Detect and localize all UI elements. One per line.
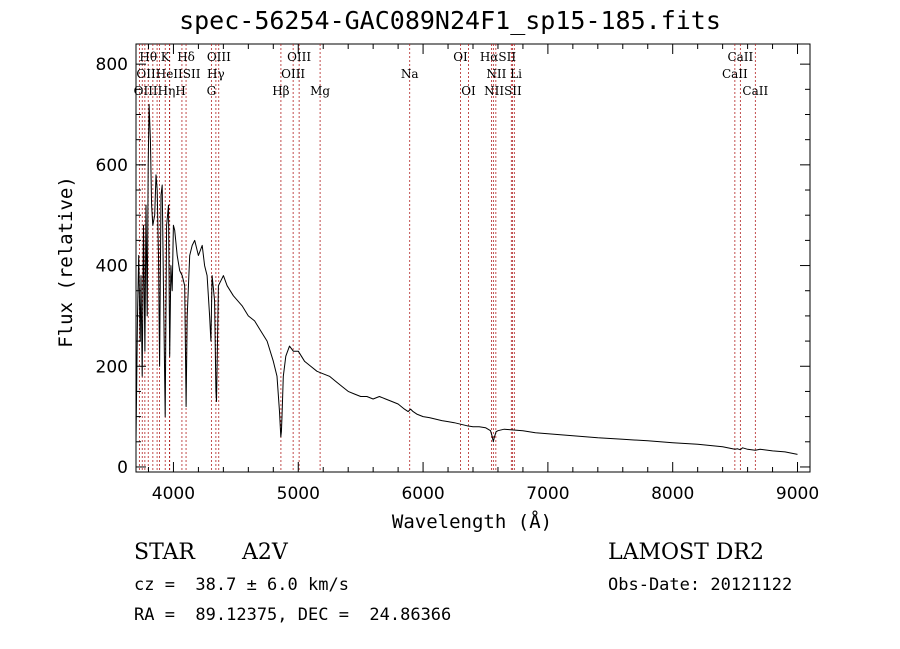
line-label: OIII bbox=[287, 50, 311, 64]
y-axis-ticks: 0 200 400 600 800 bbox=[96, 55, 810, 478]
subclass: A2V bbox=[242, 540, 288, 565]
line-label: Hβ bbox=[272, 84, 289, 98]
line-label: K bbox=[161, 50, 171, 64]
line-label: Hδ bbox=[177, 50, 195, 64]
x-tick-label: 9000 bbox=[776, 484, 819, 504]
redshift-value: cz = 38.7 ± 6.0 km/s bbox=[134, 575, 349, 595]
line-label: OIII bbox=[281, 67, 305, 81]
line-label: NII Li bbox=[486, 67, 522, 81]
line-label: OIIHeIISII bbox=[136, 67, 200, 81]
line-label: OI bbox=[453, 50, 468, 64]
x-tick-label: 8000 bbox=[651, 484, 694, 504]
line-label: OI bbox=[461, 84, 476, 98]
line-label: Mg bbox=[310, 84, 330, 98]
y-tick-label: 200 bbox=[96, 357, 128, 377]
line-label: HαSII bbox=[480, 50, 517, 64]
line-label: NIISII bbox=[484, 84, 522, 98]
x-tick-label: 7000 bbox=[526, 484, 569, 504]
x-tick-label: 6000 bbox=[401, 484, 444, 504]
spectrum-series bbox=[135, 103, 798, 455]
line-markers bbox=[138, 44, 756, 472]
coordinates: RA = 89.12375, DEC = 24.86366 bbox=[134, 605, 452, 625]
y-tick-label: 600 bbox=[96, 156, 128, 176]
x-axis-ticks: 4000 5000 6000 7000 8000 9000 bbox=[147, 44, 819, 504]
chart-title: spec-56254-GAC089N24F1_sp15-185.fits bbox=[179, 6, 721, 35]
line-label: Hθ bbox=[139, 50, 157, 64]
line-label: CaII bbox=[727, 50, 753, 64]
line-label: G bbox=[207, 84, 217, 98]
line-label: Hγ bbox=[207, 67, 225, 81]
observation-date: Obs-Date: 20121122 bbox=[608, 575, 793, 595]
spectrum-line-0 bbox=[135, 103, 798, 455]
x-tick-label: 5000 bbox=[277, 484, 320, 504]
line-label: CaII bbox=[742, 84, 768, 98]
line-labels: Hθ K Hδ OIII OIII OI HαSII CaII OIIHeIISII Hγ OIII… bbox=[134, 50, 769, 98]
survey-name: LAMOST DR2 bbox=[608, 540, 764, 565]
plot-frame bbox=[135, 43, 811, 473]
object-type: STAR bbox=[134, 540, 195, 565]
y-axis-label: Flux (relative) bbox=[55, 176, 77, 348]
y-tick-label: 800 bbox=[96, 55, 128, 75]
y-tick-label: 400 bbox=[96, 257, 128, 277]
line-label: CaII bbox=[722, 67, 748, 81]
line-label: OIIIHηH bbox=[134, 84, 186, 98]
line-label: OIII bbox=[207, 50, 231, 64]
line-label: Na bbox=[401, 67, 419, 81]
x-tick-label: 4000 bbox=[152, 484, 195, 504]
y-tick-label: 0 bbox=[117, 458, 128, 478]
x-axis-label: Wavelength (Å) bbox=[392, 510, 552, 533]
